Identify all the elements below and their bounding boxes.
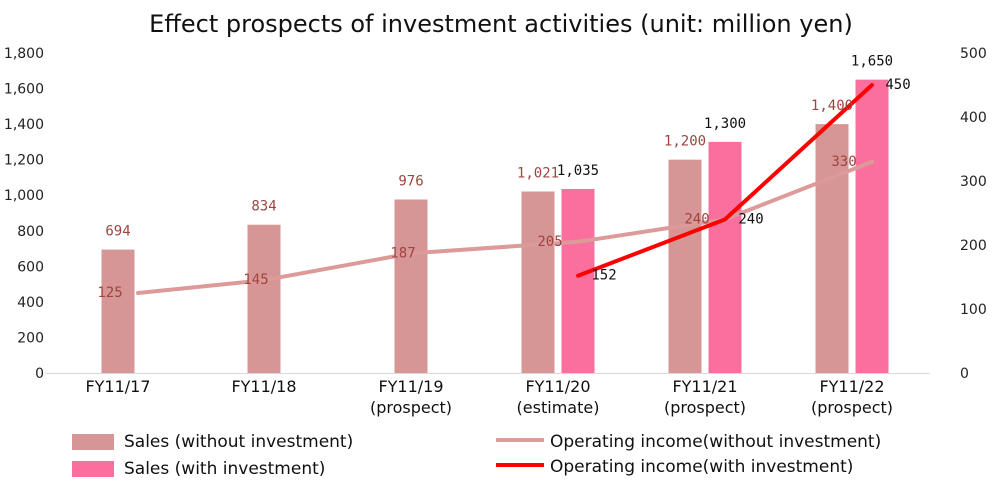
legend-label-sales-with: Sales (with investment) [124, 459, 326, 479]
data-label-sales-without: 976 [398, 173, 423, 189]
legend-swatch-op-with [496, 463, 544, 467]
bar-sales-with-investment [855, 79, 889, 374]
data-label-operating-income-with: 240 [738, 211, 763, 227]
x-axis-category-label: FY11/18 [231, 377, 296, 396]
bar-sales-with-investment [708, 141, 742, 373]
bar-sales-without-investment [668, 159, 702, 373]
right-axis-tick-label: 100 [960, 302, 987, 318]
left-axis-tick-label: 800 [17, 224, 44, 240]
left-axis-tick-label: 1,200 [4, 153, 44, 169]
left-axis-tick-label: 200 [17, 330, 44, 346]
data-label-sales-without: 834 [251, 199, 276, 215]
legend-label-op-with: Operating income(with investment) [550, 457, 854, 477]
right-axis-tick-label: 500 [960, 46, 987, 62]
data-label-sales-without: 1,200 [664, 134, 706, 150]
x-axis-category-label: FY11/17 [85, 377, 150, 396]
left-axis-tick-label: 1,600 [4, 82, 44, 98]
x-axis-category-label: (estimate) [517, 398, 600, 417]
legend-item-sales-without: Sales (without investment) [72, 432, 353, 452]
data-label-operating-income-without: 205 [537, 234, 562, 250]
legend-item-op-without: Operating income(without investment) [496, 432, 881, 452]
left-axis-tick-label: 1,800 [4, 46, 44, 62]
x-axis-category-label: (prospect) [811, 398, 893, 417]
data-label-operating-income-with: 152 [591, 268, 616, 284]
right-axis-tick-label: 0 [960, 366, 969, 382]
data-label-operating-income-without: 145 [243, 272, 268, 288]
left-axis-tick-label: 1,000 [4, 188, 44, 204]
bar-sales-without-investment [101, 249, 135, 373]
left-axis-tick-label: 0 [35, 366, 44, 382]
data-label-operating-income-without: 240 [684, 211, 709, 227]
data-label-operating-income-with: 450 [885, 77, 910, 93]
x-axis-category-label: FY11/20 [525, 377, 590, 396]
x-axis-category-label: FY11/19 [378, 377, 443, 396]
legend-label-op-without: Operating income(without investment) [550, 432, 882, 452]
data-label-sales-without: 1,021 [517, 165, 559, 181]
legend-item-sales-with: Sales (with investment) [72, 459, 325, 479]
data-label-sales-without: 1,400 [811, 98, 853, 114]
data-label-operating-income-without: 330 [831, 154, 856, 170]
x-axis-category-label: FY11/22 [819, 377, 884, 396]
data-label-sales-with: 1,650 [851, 54, 893, 70]
legend-label-sales-without: Sales (without investment) [124, 432, 354, 452]
legend-swatch-op-without [496, 438, 544, 442]
x-axis-category-label: (prospect) [370, 398, 452, 417]
data-label-sales-without: 694 [105, 224, 130, 240]
right-axis-tick-label: 300 [960, 174, 987, 190]
data-label-operating-income-without: 125 [97, 285, 122, 301]
x-axis-category-label: (prospect) [664, 398, 746, 417]
bar-sales-without-investment [815, 124, 849, 373]
line-operating-income-with-investment [576, 83, 874, 278]
data-label-operating-income-without: 187 [390, 245, 415, 261]
x-axis-category-label: FY11/21 [672, 377, 737, 396]
left-axis-tick-label: 1,400 [4, 117, 44, 133]
data-label-sales-with: 1,300 [704, 116, 746, 132]
bar-sales-without-investment [394, 199, 428, 373]
legend-swatch-sales-with [72, 461, 114, 477]
bar-sales-with-investment [561, 189, 595, 373]
legend-swatch-sales-without [72, 434, 114, 450]
bar-sales-without-investment [247, 224, 281, 373]
legend-item-op-with: Operating income(with investment) [496, 457, 853, 477]
data-label-sales-with: 1,035 [557, 163, 599, 179]
left-axis-tick-label: 400 [17, 295, 44, 311]
bar-sales-without-investment [521, 191, 555, 373]
line-operating-income-without-investment [136, 159, 874, 295]
right-axis-tick-label: 400 [960, 110, 987, 126]
chart-title: Effect prospects of investment activitie… [149, 10, 853, 38]
left-axis-tick-label: 600 [17, 259, 44, 275]
right-axis-tick-label: 200 [960, 238, 987, 254]
